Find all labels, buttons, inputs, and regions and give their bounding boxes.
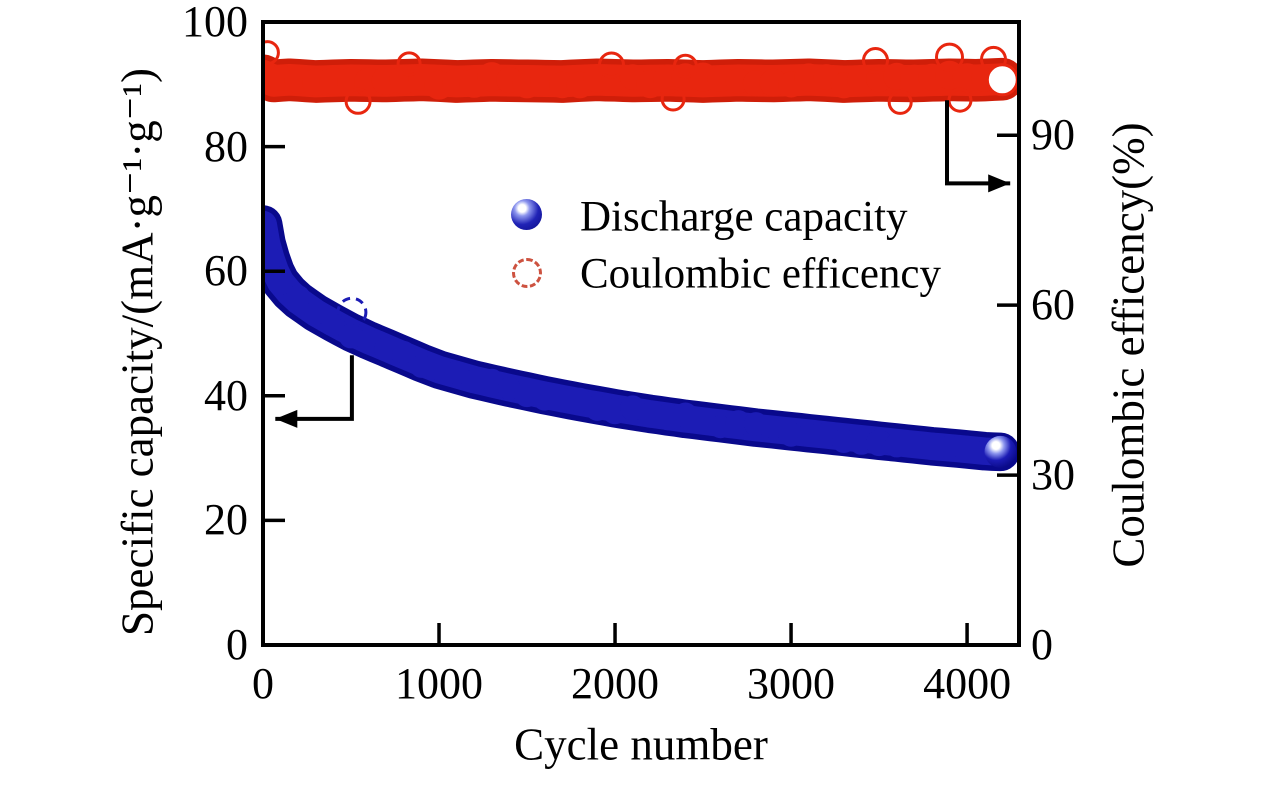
- plot-frame: [261, 20, 1021, 647]
- x-tick-label-1000: 1000: [395, 659, 484, 708]
- x-tick-label-3000: 3000: [747, 659, 836, 708]
- y-left-axis-title: Specific capacity/(mA·g⁻¹·g⁻¹): [112, 67, 163, 637]
- discharge-capacity-series: [263, 205, 1019, 472]
- x-axis-title: Cycle number: [514, 719, 768, 770]
- data-series-layer: [263, 40, 1019, 472]
- y-right-tick-label-60: 60: [1031, 280, 1075, 330]
- annotation-arrow-left: [275, 355, 354, 428]
- discharge-capacity-marker-icon: [511, 199, 542, 230]
- y-left-tick-label-80: 80: [204, 121, 248, 171]
- y-right-tick-label-0: 0: [1031, 620, 1053, 669]
- x-tick-label-2000: 2000: [571, 659, 660, 708]
- annotation-arrow-right: [945, 100, 1011, 193]
- y-left-tick-label-40: 40: [204, 370, 248, 420]
- y-right-tick-label-90: 90: [1031, 110, 1075, 160]
- coulombic-efficiency-marker-icon: [512, 258, 542, 288]
- x-tick-label-4000: 4000: [923, 659, 1012, 708]
- coulombic-efficiency-series: [263, 40, 1019, 115]
- x-tick-label-0: 0: [252, 659, 274, 708]
- y-left-tick-label-100: 100: [182, 0, 248, 46]
- axis-ticks: [261, 20, 1019, 647]
- legend-label-discharge-capacity: Discharge capacity: [580, 193, 908, 241]
- y-left-tick-label-60: 60: [204, 246, 248, 296]
- y-left-tick-label-0: 0: [226, 620, 248, 669]
- y-right-axis-title: Coulombic efficency(%): [1103, 122, 1154, 568]
- y-left-tick-label-20: 20: [204, 495, 248, 545]
- legend-label-coulombic-efficiency: Coulombic efficency: [580, 250, 942, 298]
- y-right-tick-label-30: 30: [1031, 450, 1075, 500]
